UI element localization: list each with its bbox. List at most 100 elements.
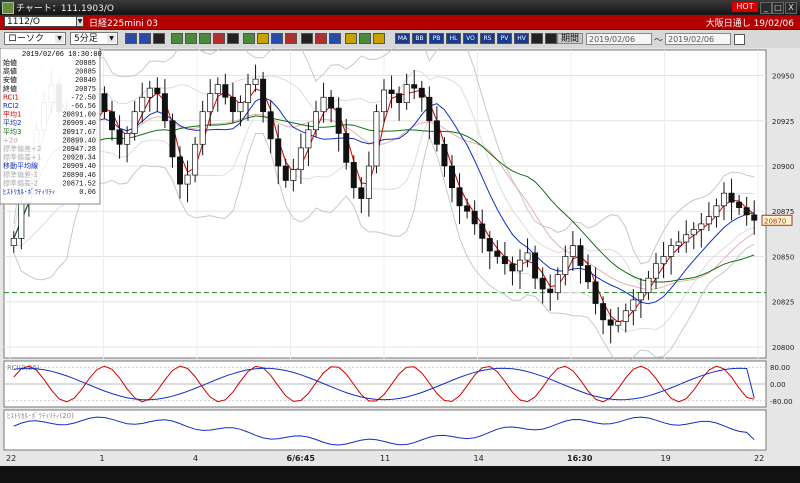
info-row-value: 20909.40 <box>62 163 96 171</box>
candle-body <box>547 288 554 294</box>
rci-grid <box>4 366 766 402</box>
overlay-icon[interactable] <box>359 33 371 44</box>
trendline-icon[interactable] <box>171 33 183 44</box>
time-axis: 22 1 4 6/6:45 11 14 16:30 19 22 <box>6 454 764 463</box>
eraser-icon[interactable] <box>257 33 269 44</box>
candle-body <box>229 96 236 113</box>
channel-icon[interactable] <box>213 33 225 44</box>
candle-body <box>464 205 471 212</box>
candle-body <box>124 133 131 145</box>
chart-type-select[interactable]: ローソク ▼ <box>4 32 66 45</box>
candle-body <box>411 84 418 89</box>
candle-body <box>517 259 523 272</box>
candle-body <box>184 174 191 185</box>
candle-body <box>373 111 380 167</box>
time-tick-label: 4 <box>193 454 198 463</box>
candle-body <box>675 241 682 246</box>
candle-body <box>494 250 501 257</box>
chart-type-value: ローソク <box>8 34 45 44</box>
time-scroll-strip[interactable] <box>0 466 800 483</box>
to-date-input[interactable]: 2019/02/06 <box>665 33 731 45</box>
cursor-icon[interactable] <box>271 33 283 44</box>
candle-body <box>297 147 304 170</box>
indicator-vol-icon[interactable]: VO <box>463 33 478 44</box>
candle-body <box>577 245 584 266</box>
window-layout-icon[interactable] <box>545 33 557 44</box>
info-rows: 始値 20885 高値 20885 安値 20840 終値 20875 RCI1 -72.50 RC… <box>3 58 96 197</box>
candle-body <box>653 263 659 279</box>
bookmark-icon[interactable] <box>531 33 543 44</box>
candle-body <box>343 133 350 163</box>
candle-body <box>10 238 17 246</box>
indicator-bb-icon[interactable]: MA <box>395 33 410 44</box>
candle-body <box>562 256 569 275</box>
chart-toolbar: ローソク ▼ 5分足 ▼ MA BB PB HL VO RS PV HV 期間 … <box>0 30 800 49</box>
price-tick-label: 20875 <box>772 208 794 216</box>
candle-body <box>736 201 743 208</box>
hot-button[interactable]: HOT <box>732 2 758 12</box>
candle-body <box>139 96 146 113</box>
candle-body <box>381 89 387 113</box>
info-row-label: 安値 <box>3 75 17 84</box>
text-tool-icon[interactable] <box>227 33 239 44</box>
vertical-line-icon[interactable] <box>199 33 211 44</box>
info-row-label: 標準偏差+2 <box>3 144 41 153</box>
candle-body <box>282 165 289 181</box>
grid-icon[interactable] <box>301 33 313 44</box>
zoom-out-icon[interactable] <box>139 33 151 44</box>
info-row-value: 0.06 <box>79 189 96 197</box>
term-button[interactable]: 期間 <box>557 33 584 44</box>
symbol-name: 日経225mini 03 <box>89 19 158 29</box>
indicator-hl-icon[interactable]: HL <box>446 33 461 44</box>
indicator-pvt-icon[interactable]: PV <box>497 33 512 44</box>
info-row-value: -72.50 <box>71 94 96 102</box>
from-date-input[interactable]: 2019/02/06 <box>586 33 652 45</box>
candle-body <box>751 214 758 221</box>
hv-panel <box>3 409 767 451</box>
period-select[interactable]: 5分足 ▼ <box>70 32 118 45</box>
info-row-label: 標準偏差+1 <box>3 153 41 162</box>
candle-body <box>358 187 365 199</box>
maximize-button[interactable]: □ <box>772 2 784 14</box>
indicator-more-icon[interactable]: HV <box>514 33 529 44</box>
minimize-button[interactable]: _ <box>760 2 772 14</box>
candle-body <box>471 210 478 225</box>
market-info: 大阪日通し 19/02/06 <box>706 16 794 29</box>
rci-tick-label: -80.00 <box>770 398 793 406</box>
time-tick-label: 16:30 <box>567 454 593 463</box>
candle-body <box>668 245 675 257</box>
indicator-env-icon[interactable]: PB <box>429 33 444 44</box>
settings-icon[interactable] <box>373 33 385 44</box>
info-row-label: 移動平均線 <box>3 161 38 170</box>
symbol-code-input[interactable]: 1112/O <box>4 16 82 27</box>
fibonacci-icon[interactable] <box>243 33 255 44</box>
zoom-in-icon[interactable] <box>125 33 137 44</box>
chart-area[interactable]: 20950 20925 20900 20875 20850 20825 20800 20870… <box>0 48 800 466</box>
info-row-value: 20909.40 <box>62 120 96 128</box>
candle-body <box>388 89 395 94</box>
save-icon[interactable] <box>329 33 341 44</box>
rci-lines <box>13 365 755 403</box>
market-name: 大阪日通し <box>705 19 751 29</box>
window-titlebar: チャート：111.1903/O HOT _ □ X <box>0 0 800 14</box>
symbol-dropdown-button[interactable]: ▼ <box>76 16 84 27</box>
color-icon[interactable] <box>315 33 327 44</box>
candle-body <box>479 223 486 239</box>
close-button[interactable]: X <box>785 2 797 14</box>
time-tick-label: 19 <box>661 454 671 463</box>
info-row-value: 20840 <box>75 77 96 85</box>
range-checkbox[interactable] <box>734 34 745 45</box>
indicator-ma-icon[interactable]: BB <box>412 33 427 44</box>
period-value: 5分足 <box>74 34 98 44</box>
print-icon[interactable] <box>345 33 357 44</box>
indicator-rsi-icon[interactable]: RS <box>480 33 495 44</box>
info-row-value: 20899.40 <box>62 137 96 145</box>
scroll-left-icon[interactable] <box>153 33 165 44</box>
delete-icon[interactable] <box>285 33 297 44</box>
hv-line <box>13 416 755 446</box>
candle-body <box>396 93 403 104</box>
info-row-value: 20947.28 <box>62 146 96 154</box>
candle-body <box>569 245 576 257</box>
horizontal-line-icon[interactable] <box>185 33 197 44</box>
chevron-down-icon: ▼ <box>55 34 64 43</box>
